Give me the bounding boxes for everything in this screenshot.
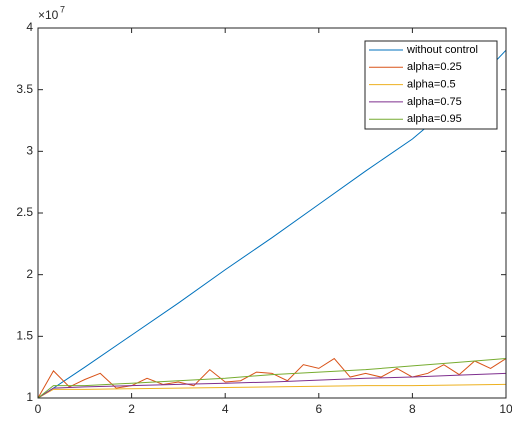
legend-label: alpha=0.75 <box>407 96 462 108</box>
legend-label: alpha=0.5 <box>407 79 456 91</box>
x-tick-label: 8 <box>409 402 416 416</box>
x-tick-label: 10 <box>499 402 512 416</box>
legend-label: alpha=0.95 <box>407 113 462 125</box>
y-tick-label: 2 <box>26 267 33 281</box>
line <box>37 383 507 399</box>
y-tick-label: 1 <box>26 390 33 404</box>
legend-box <box>364 40 498 130</box>
x-tick-label: 0 <box>35 402 42 416</box>
y-multiplier: ×10 <box>38 8 59 22</box>
y-tick-label: 4 <box>26 20 33 34</box>
x-tick-label: 4 <box>222 402 229 416</box>
line <box>37 357 507 399</box>
line <box>37 372 507 399</box>
legend-label: alpha=0.25 <box>407 61 462 73</box>
legend-label: without control <box>406 44 478 56</box>
x-tick-label: 2 <box>128 402 135 416</box>
line <box>37 358 507 399</box>
y-tick-label: 1.5 <box>16 329 33 343</box>
y-tick-label: 2.5 <box>16 205 33 219</box>
legend: without control alpha=0.25 alpha=0.5 alpha=… <box>364 40 498 130</box>
y-multiplier-exponent: 7 <box>60 4 65 14</box>
line <box>37 49 507 399</box>
x-tick-label: 6 <box>315 402 322 416</box>
y-tick-label: 3.5 <box>16 82 33 96</box>
axes-box <box>37 27 507 399</box>
y-tick-label: 3 <box>26 144 33 158</box>
